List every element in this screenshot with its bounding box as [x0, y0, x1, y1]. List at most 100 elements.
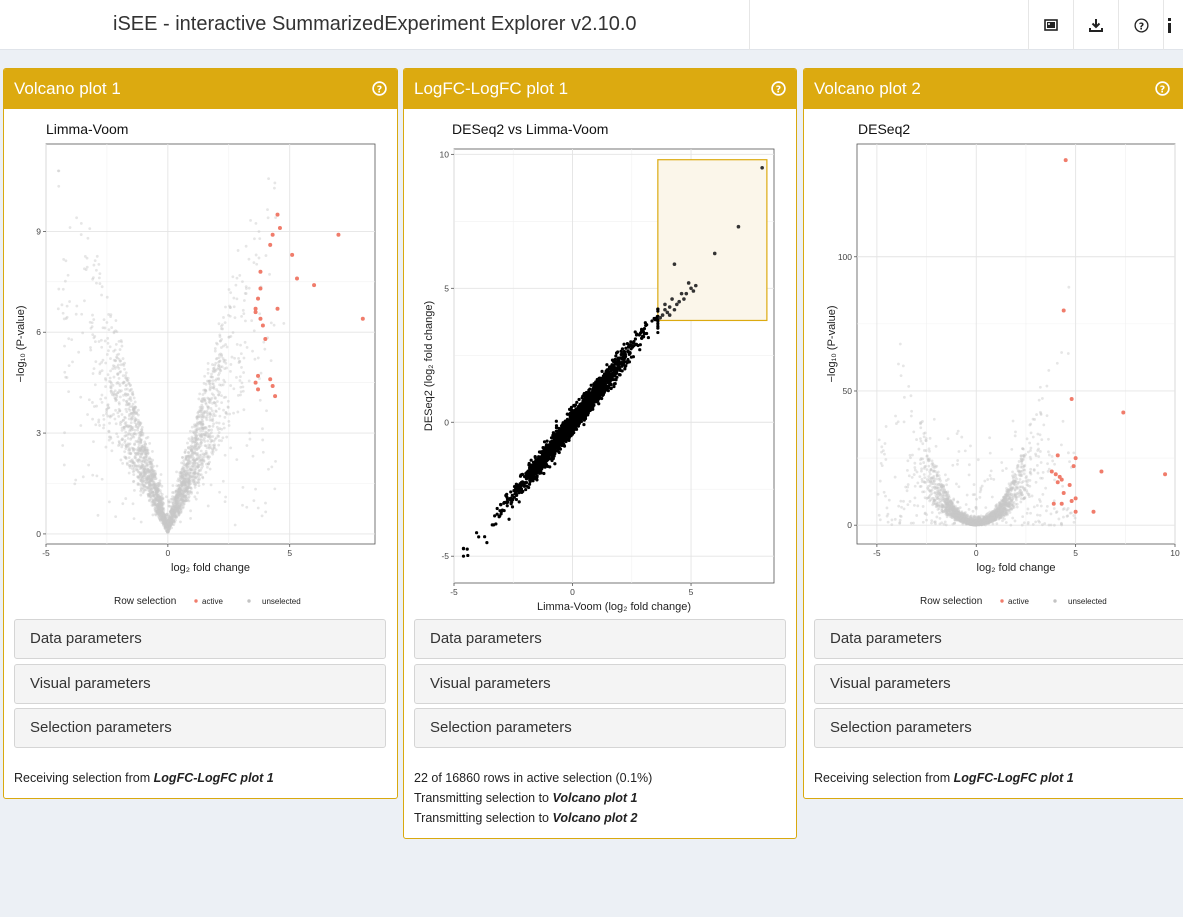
unselected-point [185, 455, 189, 459]
unselected-point [167, 530, 170, 533]
unselected-point [221, 323, 224, 327]
help-circle-icon[interactable]: ? [372, 81, 387, 96]
unselected-point [960, 517, 963, 521]
data-point [466, 553, 470, 558]
data-point [623, 367, 627, 371]
unselected-point [157, 517, 161, 521]
unselected-point [945, 510, 949, 514]
unselected-point [173, 507, 177, 511]
unselected-point [149, 495, 153, 499]
unselected-point [167, 513, 171, 516]
unselected-point [197, 413, 201, 417]
unselected-point [154, 487, 158, 491]
unselected-point [92, 336, 96, 340]
unselected-point [163, 526, 167, 530]
data-parameters-button[interactable]: Data parameters [414, 619, 786, 659]
unselected-point [142, 456, 146, 459]
unselected-point [146, 477, 150, 481]
help-circle-icon[interactable]: ? [1155, 81, 1170, 96]
unselected-point [213, 369, 217, 373]
unselected-point [161, 503, 165, 507]
unselected-point [211, 452, 215, 456]
unselected-point [149, 473, 152, 477]
unselected-point [173, 513, 177, 517]
unselected-point [109, 435, 113, 439]
unselected-point [170, 512, 174, 516]
unselected-point [181, 475, 185, 479]
unselected-point [951, 508, 955, 512]
unselected-point [158, 505, 162, 509]
unselected-point [155, 489, 158, 493]
unselected-point [156, 507, 160, 511]
unselected-point [180, 481, 184, 485]
unselected-point [112, 412, 115, 416]
unselected-point [241, 280, 244, 283]
unselected-point [226, 405, 230, 409]
info-button[interactable] [1163, 0, 1183, 50]
unselected-point [93, 383, 97, 387]
data-point [538, 456, 542, 460]
unselected-point [140, 428, 143, 432]
unselected-point [125, 443, 128, 447]
unselected-point [200, 434, 204, 438]
unselected-point [977, 518, 981, 522]
unselected-point [211, 424, 215, 428]
unselected-point [136, 440, 139, 444]
unselected-point [196, 478, 200, 481]
unselected-point [159, 507, 162, 510]
unselected-point [978, 490, 982, 494]
download-button[interactable] [1073, 0, 1118, 50]
unselected-point [173, 512, 176, 516]
unselected-point [140, 478, 143, 482]
active-point [253, 310, 258, 315]
unselected-point [108, 376, 112, 380]
data-point [517, 500, 521, 504]
unselected-point [211, 375, 215, 379]
visual-parameters-button[interactable]: Visual parameters [414, 664, 786, 704]
unselected-point [151, 513, 155, 517]
unselected-point [128, 459, 132, 463]
unselected-point [163, 517, 166, 521]
unselected-point [947, 512, 951, 516]
volcano-plot-1[interactable]: Limma-Voom -5 0 5 0 3 6 9 log₂ fold change −log₁… [4, 109, 397, 619]
unselected-point [149, 457, 153, 461]
export-image-button[interactable] [1028, 0, 1073, 50]
volcano-plot-2[interactable]: DESeq2 -5 0 5 10 0 50 100 log₂ fold change −log₁… [804, 109, 1183, 619]
help-button[interactable]: ? [1118, 0, 1163, 50]
unselected-point [128, 447, 132, 451]
unselected-point [211, 435, 215, 438]
unselected-point [141, 476, 144, 480]
unselected-point [168, 518, 172, 522]
data-parameters-button[interactable]: Data parameters [14, 619, 386, 659]
unselected-point [148, 460, 152, 464]
unselected-point [199, 468, 203, 472]
unselected-point [165, 495, 168, 499]
unselected-point [221, 357, 225, 360]
unselected-point [997, 508, 1001, 512]
unselected-point [143, 485, 147, 488]
unselected-point [170, 517, 174, 521]
unselected-point [183, 499, 187, 503]
unselected-point [172, 523, 176, 527]
unselected-point [79, 395, 83, 399]
help-circle-icon[interactable]: ? [771, 81, 786, 96]
unselected-point [157, 494, 161, 498]
unselected-point [154, 493, 158, 497]
data-point [612, 382, 616, 386]
unselected-point [125, 383, 128, 387]
unselected-point [202, 433, 206, 436]
unselected-point [203, 436, 206, 440]
unselected-point [181, 456, 184, 459]
unselected-point [112, 393, 116, 397]
unselected-point [91, 277, 95, 281]
visual-parameters-button[interactable]: Visual parameters [14, 664, 386, 704]
selection-parameters-button[interactable]: Selection parameters [14, 708, 386, 748]
unselected-point [132, 517, 136, 521]
logfc-logfc-plot-1[interactable]: DESeq2 vs Limma-Voom -5 0 5 -5 0 5 10 Limma-Voo… [404, 109, 796, 619]
unselected-point [158, 509, 162, 513]
selection-parameters-button[interactable]: Selection parameters [414, 708, 786, 748]
unselected-point [98, 282, 102, 285]
unselected-point [176, 499, 180, 503]
unselected-point [1007, 495, 1011, 499]
unselected-point [960, 518, 963, 522]
